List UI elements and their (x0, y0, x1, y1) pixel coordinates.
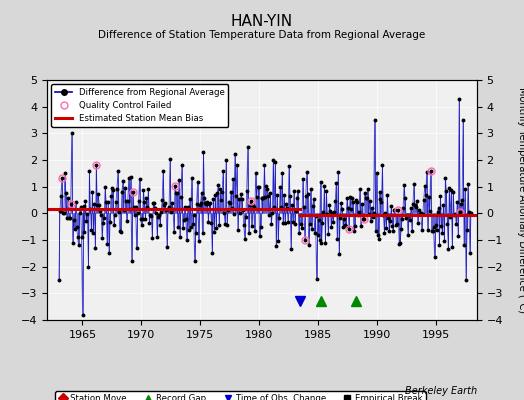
Y-axis label: Monthly Temperature Anomaly Difference (°C): Monthly Temperature Anomaly Difference (… (517, 87, 524, 313)
Text: Berkeley Earth: Berkeley Earth (405, 386, 477, 396)
Text: HAN-YIN: HAN-YIN (231, 14, 293, 29)
Text: Difference of Station Temperature Data from Regional Average: Difference of Station Temperature Data f… (99, 30, 425, 40)
Legend: Station Move, Record Gap, Time of Obs. Change, Empirical Break: Station Move, Record Gap, Time of Obs. C… (55, 391, 426, 400)
